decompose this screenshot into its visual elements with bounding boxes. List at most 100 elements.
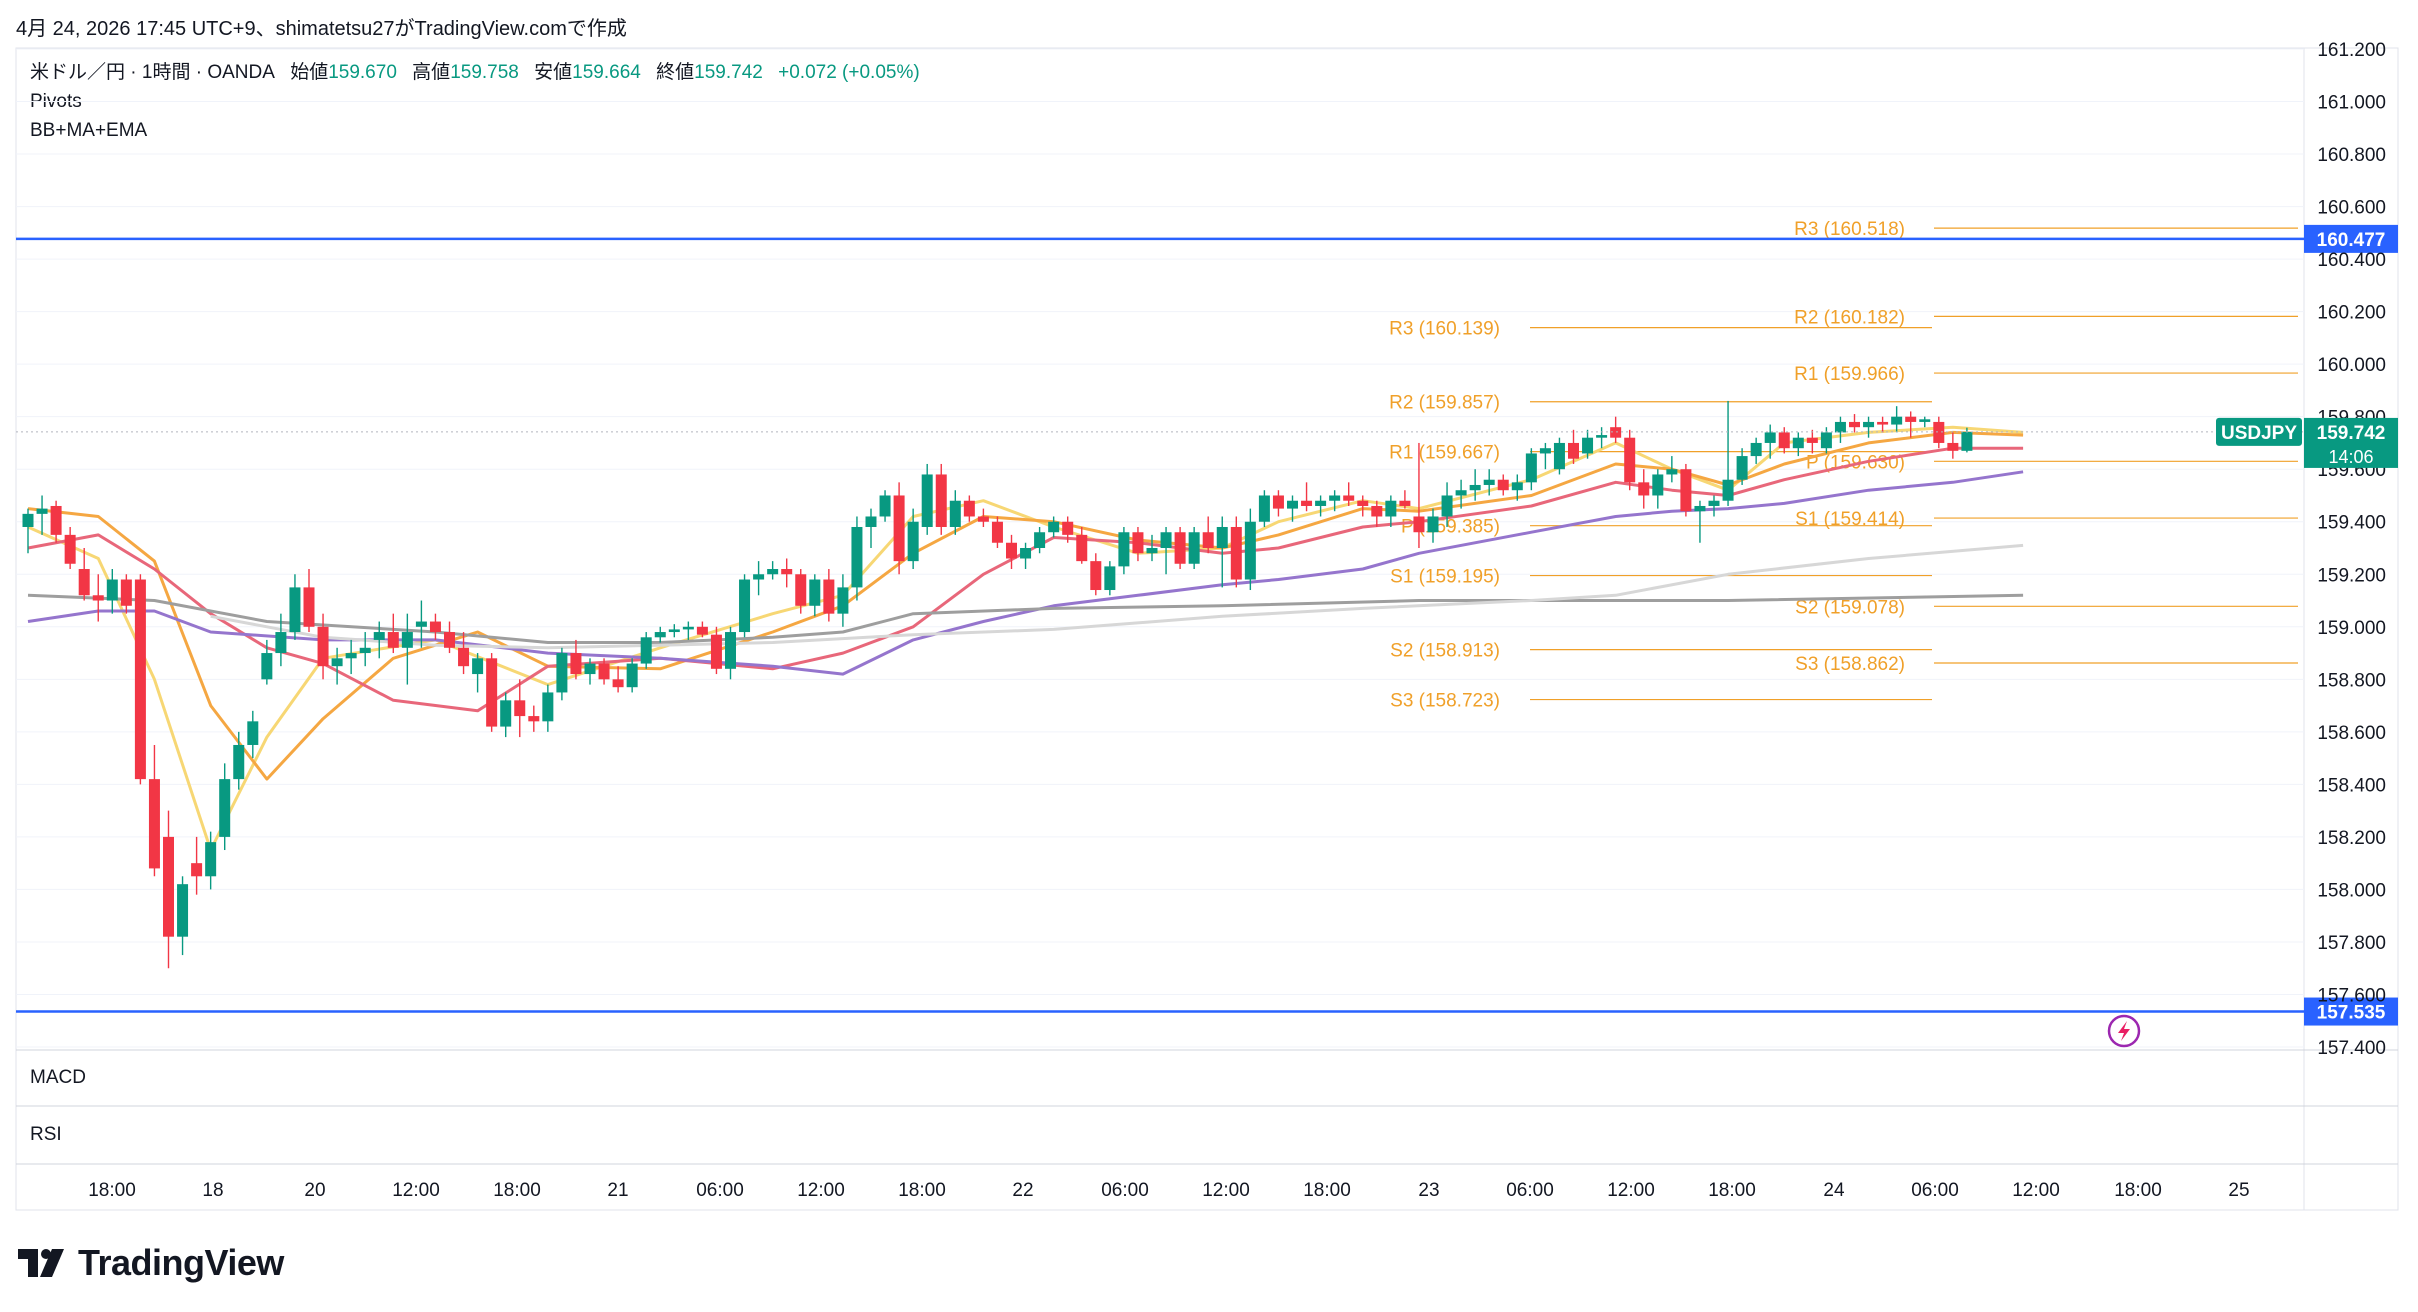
rsi-pane-label[interactable]: RSI — [30, 1124, 62, 1145]
candle — [401, 613, 413, 685]
candle — [1399, 490, 1411, 509]
candle-body — [36, 508, 48, 514]
candle — [739, 574, 751, 638]
candle — [865, 508, 877, 548]
candle-body — [1483, 479, 1495, 485]
horizontal-lines[interactable]: 160.477 157.535 — [16, 224, 2398, 1026]
time-axis[interactable]: 18:00 18 20 12:00 18:00 21 06:00 12:00 18:00 22 06… — [88, 1180, 2249, 1201]
time-tick-label: 22 — [1012, 1180, 1033, 1201]
tradingview-brand[interactable]: TradingView — [18, 1242, 284, 1284]
candle-body — [1680, 469, 1692, 512]
candle — [1132, 526, 1144, 562]
candle-body — [359, 647, 371, 654]
candle-body — [275, 632, 287, 654]
candle — [500, 692, 512, 738]
candle — [1230, 516, 1242, 588]
candle — [1441, 482, 1453, 527]
candle-body — [134, 579, 146, 780]
candle-body — [1090, 561, 1102, 591]
price-tick-label: 159.200 — [2317, 565, 2386, 586]
high-value: 159.758 — [450, 62, 519, 83]
candle — [1216, 516, 1228, 588]
candle — [1272, 490, 1284, 517]
open-value: 159.670 — [328, 62, 397, 83]
price-tick-label: 160.800 — [2317, 145, 2386, 166]
candle-body — [1132, 532, 1144, 554]
time-tick-label: 20 — [304, 1180, 325, 1201]
candle-body — [1792, 437, 1804, 449]
pivot-levels: R3 (160.139)R2 (159.857)R1 (159.667)P (1… — [1389, 219, 2298, 712]
candle-body — [1357, 500, 1369, 506]
price-tick-label: 160.400 — [2317, 250, 2386, 271]
candle — [781, 558, 793, 588]
candle — [64, 526, 76, 570]
low-label: 安値 — [534, 62, 573, 83]
macd-pane-label[interactable]: MACD — [30, 1067, 86, 1088]
candle-body — [148, 779, 160, 869]
candle — [1834, 416, 1846, 443]
candle — [1385, 495, 1397, 527]
candle-body — [1497, 479, 1509, 491]
low-value: 159.664 — [572, 62, 641, 83]
candle-body — [1469, 484, 1481, 491]
price-tick-label: 161.000 — [2317, 93, 2386, 114]
candle-body — [823, 579, 835, 614]
candle-body — [1624, 437, 1636, 483]
candle — [977, 508, 989, 527]
open-label: 始値 — [290, 62, 329, 83]
symbol-line[interactable]: 米ドル／円 · 1時間 · OANDA — [30, 62, 275, 83]
horizontal-line-tag — [2304, 997, 2398, 1026]
candle-body — [1455, 490, 1467, 496]
alert-icon-bolt — [2118, 1021, 2130, 1041]
time-tick-label: 18:00 — [493, 1180, 541, 1201]
candle-body — [1863, 421, 1875, 428]
alert-icon[interactable] — [2107, 1014, 2141, 1048]
price-axis[interactable]: 161.200 161.000 160.800 160.600 160.400 160.2… — [2317, 40, 2386, 1059]
candle-body — [289, 587, 301, 633]
candle-body — [1638, 482, 1650, 496]
candle-body — [247, 721, 259, 745]
indicator-bb-ma-ema[interactable]: BB+MA+EMA — [30, 120, 148, 141]
change-value: +0.072 (+0.05%) — [778, 62, 920, 83]
candle-body — [331, 658, 343, 667]
pivot-label: R3 (160.139) — [1389, 319, 1500, 340]
candle-body — [1708, 500, 1720, 506]
candle-body — [739, 579, 751, 633]
candle — [317, 613, 329, 680]
candle — [1849, 414, 1860, 433]
candle-body — [837, 587, 849, 614]
candle — [1638, 469, 1650, 509]
candle-body — [22, 513, 34, 527]
candle — [444, 621, 455, 654]
candle — [1034, 526, 1046, 554]
candle-body — [1511, 482, 1523, 491]
pivot-label: S3 (158.723) — [1390, 691, 1500, 712]
time-tick-label: 12:00 — [1202, 1180, 1250, 1201]
candle-body — [1287, 500, 1298, 509]
candle-body — [851, 526, 863, 588]
candle-body — [500, 700, 512, 727]
candle-body — [1258, 495, 1270, 522]
price-tick-label: 157.400 — [2317, 1038, 2386, 1059]
candle-body — [668, 629, 680, 633]
candle-body — [1315, 500, 1327, 506]
candle-body — [991, 521, 1003, 543]
candle — [570, 639, 582, 680]
candle-body — [1750, 442, 1762, 457]
candle — [626, 658, 638, 693]
candle-body — [1666, 469, 1678, 475]
legend: 米ドル／円 · 1時間 · OANDA 始値159.670 高値159.758 … — [30, 58, 920, 145]
time-tick-label: 18:00 — [1303, 1180, 1351, 1201]
candle-body — [1849, 421, 1860, 428]
candle — [1877, 416, 1889, 433]
candle-body — [907, 521, 919, 562]
candle-body — [1919, 419, 1931, 422]
candle — [556, 647, 568, 701]
candle-body — [1371, 505, 1383, 517]
high-label: 高値 — [412, 62, 451, 83]
candle — [1539, 442, 1551, 470]
grid-lines — [16, 48, 2304, 1048]
pivot-label: S1 (159.414) — [1795, 509, 1905, 530]
price-tick-label: 158.800 — [2317, 670, 2386, 691]
